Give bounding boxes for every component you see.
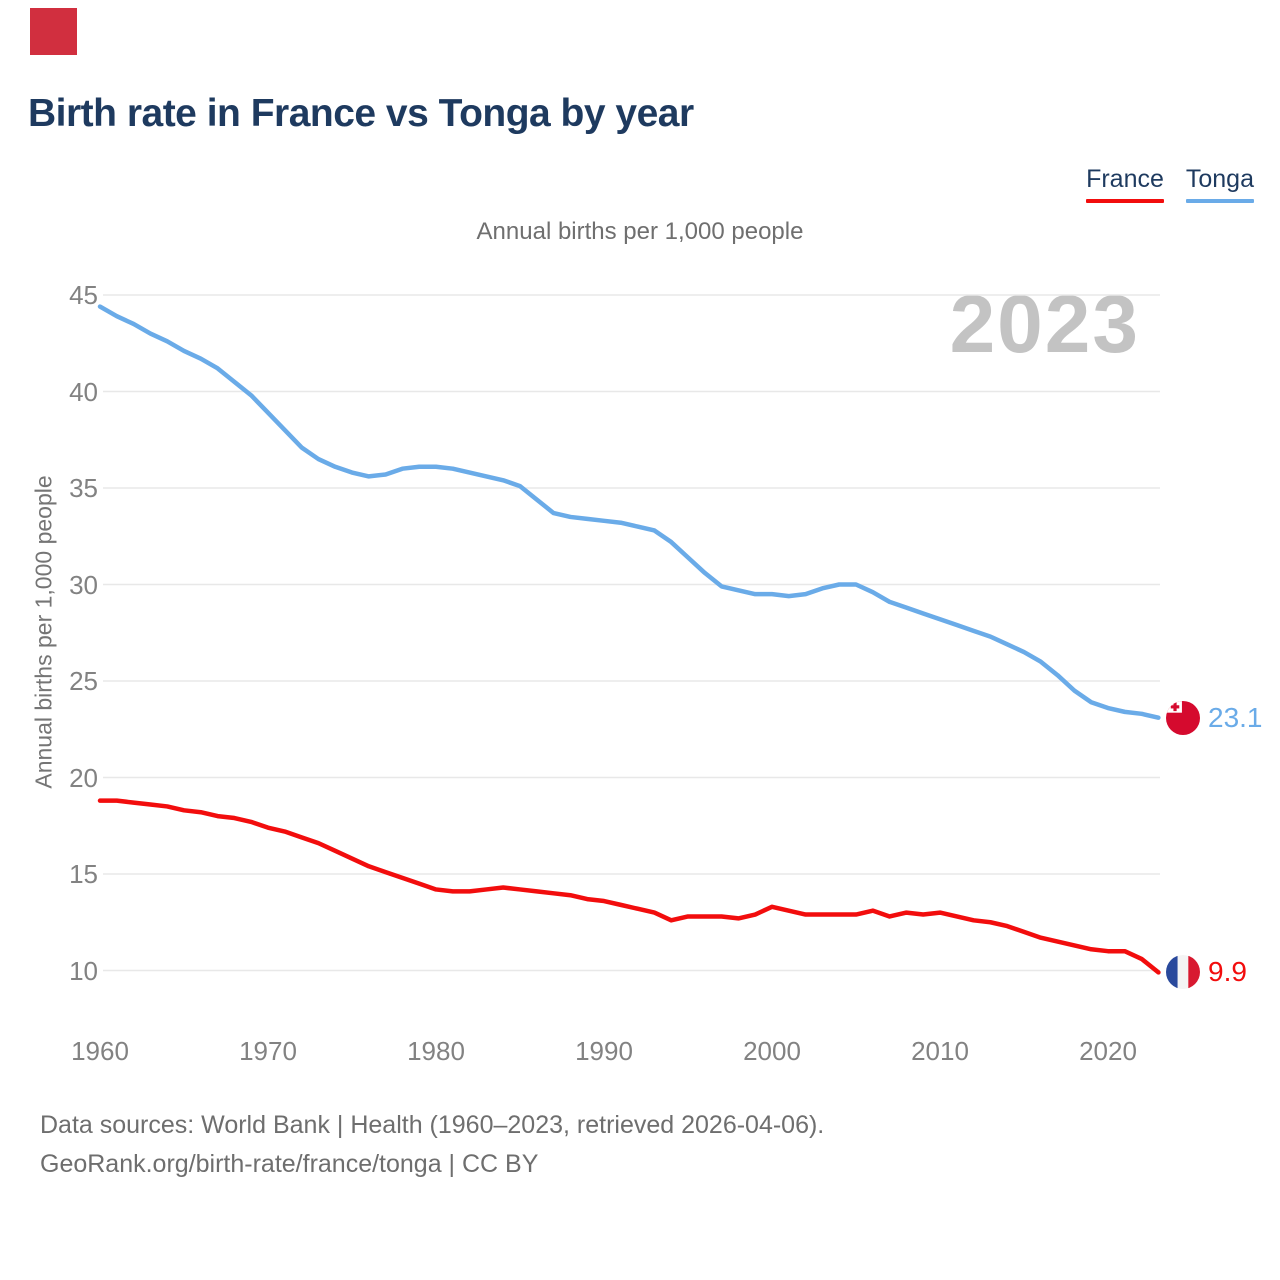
x-tick-label: 2010 bbox=[911, 1036, 969, 1066]
footer-license-line: GeoRank.org/birth-rate/france/tonga | CC… bbox=[40, 1149, 539, 1178]
x-tick-label: 2000 bbox=[743, 1036, 801, 1066]
legend-label-france: France bbox=[1086, 165, 1164, 193]
legend-item-france[interactable]: France bbox=[1086, 165, 1164, 203]
y-tick-label: 25 bbox=[69, 666, 98, 696]
x-tick-label: 1960 bbox=[71, 1036, 129, 1066]
legend-underline-france bbox=[1086, 199, 1164, 203]
y-tick-label: 20 bbox=[69, 762, 98, 793]
x-tick-label: 1980 bbox=[407, 1036, 465, 1066]
y-tick-label: 40 bbox=[69, 376, 98, 407]
corner-square bbox=[30, 8, 77, 55]
y-tick-label: 15 bbox=[69, 859, 98, 889]
x-tick-label: 2020 bbox=[1079, 1036, 1137, 1066]
footer-source-line: Data sources: World Bank | Health (1960–… bbox=[40, 1111, 825, 1139]
year-watermark: 2023 bbox=[949, 279, 1140, 370]
y-tick-label: 35 bbox=[69, 473, 98, 503]
page-title: Birth rate in France vs Tonga by year bbox=[28, 92, 694, 135]
legend-item-tonga[interactable]: Tonga bbox=[1185, 165, 1254, 203]
chart-subtitle: Annual births per 1,000 people bbox=[476, 218, 804, 245]
tonga-flag-icon bbox=[1166, 700, 1200, 735]
series-line-france bbox=[97, 798, 1161, 975]
end-label-france: 9.9 bbox=[1166, 955, 1247, 990]
france-flag-icon bbox=[1166, 955, 1200, 990]
y-tick-label: 10 bbox=[69, 955, 98, 986]
end-label-value-tonga: 23.1 bbox=[1208, 701, 1263, 733]
x-tick-label: 1970 bbox=[239, 1036, 297, 1066]
y-axis-title: Annual births per 1,000 people bbox=[30, 475, 57, 789]
y-tick-label: 45 bbox=[69, 280, 98, 310]
y-tick-label: 30 bbox=[69, 569, 98, 600]
x-tick-label: 1990 bbox=[575, 1036, 633, 1066]
legend-underline-tonga bbox=[1185, 199, 1254, 203]
end-label-tonga: 23.1 bbox=[1166, 700, 1263, 735]
footer: Data sources: World Bank | Health (1960–… bbox=[40, 1106, 824, 1184]
legend-label-tonga: Tonga bbox=[1185, 165, 1254, 193]
end-label-value-france: 9.9 bbox=[1208, 956, 1247, 988]
legend: France Tonga bbox=[1086, 165, 1254, 203]
